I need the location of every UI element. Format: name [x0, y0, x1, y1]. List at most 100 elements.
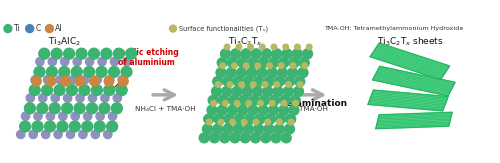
Circle shape [239, 82, 244, 87]
Circle shape [96, 67, 107, 77]
Circle shape [34, 112, 42, 120]
Circle shape [236, 44, 242, 50]
Circle shape [88, 48, 100, 59]
Circle shape [294, 44, 300, 50]
Circle shape [104, 76, 114, 86]
Circle shape [284, 86, 293, 96]
Circle shape [255, 63, 260, 68]
Circle shape [232, 63, 237, 68]
Circle shape [279, 105, 288, 115]
Circle shape [227, 82, 232, 87]
Circle shape [204, 114, 214, 124]
Circle shape [76, 94, 84, 102]
Circle shape [278, 68, 287, 78]
Circle shape [273, 86, 283, 96]
Circle shape [66, 85, 78, 96]
Circle shape [60, 58, 69, 66]
Text: Ti$_3$AlC$_2$: Ti$_3$AlC$_2$ [48, 35, 80, 48]
Circle shape [270, 95, 280, 105]
Circle shape [218, 119, 224, 125]
Circle shape [58, 112, 67, 120]
Circle shape [283, 44, 288, 50]
Circle shape [208, 95, 218, 105]
Polygon shape [368, 90, 448, 111]
Circle shape [57, 121, 68, 132]
Text: TMA·OH: TMA·OH [299, 106, 328, 112]
Circle shape [26, 94, 34, 102]
Circle shape [254, 124, 264, 134]
Circle shape [271, 133, 281, 143]
Circle shape [293, 100, 298, 106]
Circle shape [54, 130, 62, 139]
Circle shape [253, 119, 258, 125]
Circle shape [218, 58, 227, 68]
Text: C: C [36, 24, 41, 33]
Circle shape [239, 95, 249, 105]
Circle shape [290, 63, 296, 68]
Circle shape [222, 86, 232, 96]
Circle shape [36, 58, 44, 66]
Circle shape [88, 94, 96, 102]
Circle shape [212, 86, 222, 96]
Circle shape [258, 100, 263, 106]
Circle shape [64, 94, 72, 102]
Circle shape [206, 119, 212, 125]
Circle shape [62, 103, 72, 114]
Polygon shape [213, 92, 300, 102]
Circle shape [279, 58, 288, 68]
Circle shape [261, 133, 270, 143]
Circle shape [262, 82, 268, 87]
Circle shape [210, 133, 220, 143]
Circle shape [91, 130, 100, 139]
Circle shape [202, 124, 212, 134]
Circle shape [106, 121, 118, 132]
Circle shape [64, 48, 74, 59]
Circle shape [29, 85, 40, 96]
Circle shape [282, 49, 292, 59]
Text: Al: Al [56, 24, 63, 33]
Circle shape [300, 58, 309, 68]
Circle shape [96, 112, 104, 120]
Text: Ti$_3$C$_2$T$_x$ sheets: Ti$_3$C$_2$T$_x$ sheets [377, 35, 444, 48]
Circle shape [248, 105, 258, 115]
Circle shape [32, 121, 43, 132]
Circle shape [257, 68, 267, 78]
Circle shape [245, 114, 254, 124]
Circle shape [46, 76, 56, 86]
Circle shape [238, 58, 248, 68]
Text: Anodic etching
of aluminium: Anodic etching of aluminium [112, 48, 178, 90]
Circle shape [260, 95, 270, 105]
Circle shape [224, 114, 234, 124]
Circle shape [289, 58, 299, 68]
Circle shape [216, 68, 226, 78]
Circle shape [241, 49, 251, 59]
Circle shape [250, 133, 260, 143]
Circle shape [32, 76, 41, 86]
Circle shape [59, 67, 70, 77]
Text: NH₄Cl + TMA·OH: NH₄Cl + TMA·OH [135, 106, 196, 112]
Circle shape [268, 58, 278, 68]
Circle shape [118, 76, 128, 86]
Circle shape [252, 49, 261, 59]
Circle shape [56, 76, 64, 84]
Text: Ti$_3$C$_2$T$_x$: Ti$_3$C$_2$T$_x$ [228, 35, 262, 48]
Circle shape [99, 103, 110, 114]
Circle shape [108, 112, 116, 120]
Circle shape [20, 121, 30, 132]
Circle shape [281, 100, 286, 106]
Polygon shape [218, 73, 304, 83]
Circle shape [263, 86, 272, 96]
Circle shape [284, 77, 294, 86]
Circle shape [247, 68, 256, 78]
Circle shape [48, 58, 56, 66]
Circle shape [98, 58, 106, 66]
Circle shape [104, 85, 115, 96]
Circle shape [106, 76, 114, 84]
Circle shape [280, 95, 290, 105]
Circle shape [223, 77, 233, 86]
Circle shape [86, 58, 94, 66]
Circle shape [242, 86, 252, 96]
Circle shape [292, 49, 302, 59]
Circle shape [238, 105, 248, 115]
Polygon shape [376, 112, 452, 129]
